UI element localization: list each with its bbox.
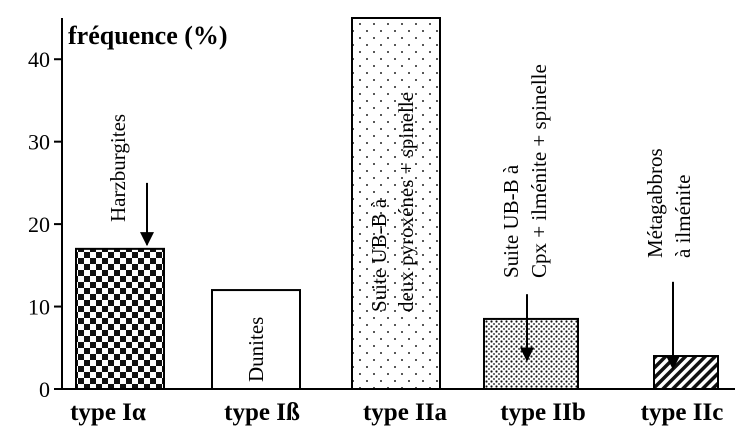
y-tick-label: 10 <box>28 295 50 320</box>
x-tick-labels: type Iα type Iß type IIa type IIb type IIc <box>70 399 723 426</box>
y-tick-label: 40 <box>28 47 50 72</box>
bars <box>75 17 719 391</box>
bar-1 <box>75 247 165 390</box>
bar-5 <box>653 355 719 390</box>
y-tick-label: 20 <box>28 212 50 237</box>
y-axis: 0 10 20 30 40 <box>28 18 63 402</box>
bar-2 <box>211 289 301 391</box>
y-tick-label: 30 <box>28 130 50 155</box>
x-tick-label: type Iα <box>70 399 146 426</box>
annotation-text: Suite UB-B à <box>367 198 391 312</box>
annotation-text: à ilménite <box>671 175 695 258</box>
x-tick-label: type IIa <box>363 399 448 426</box>
annotation-text: deux pyroxénes + spinelle <box>394 92 418 312</box>
annotation-text: Dunites <box>244 317 268 382</box>
x-tick-label: type IIc <box>641 399 724 426</box>
y-axis-title: fréquence (%) <box>68 21 228 50</box>
annotation-text: Cpx + ilménite + spinelle <box>527 64 551 278</box>
bar-4 <box>483 317 579 390</box>
y-ticks: 0 10 20 30 40 <box>28 47 62 402</box>
annotation-arrows <box>140 182 680 370</box>
annotation-text: Suite UB-B à <box>499 164 523 278</box>
y-tick-label: 0 <box>39 377 50 402</box>
annotation-text: Métagabbros <box>643 148 667 258</box>
bar-3 <box>351 17 441 390</box>
annotation-text: Harzburgites <box>106 114 130 222</box>
x-tick-label: type Iß <box>224 399 300 426</box>
x-tick-label: type IIb <box>500 399 585 426</box>
